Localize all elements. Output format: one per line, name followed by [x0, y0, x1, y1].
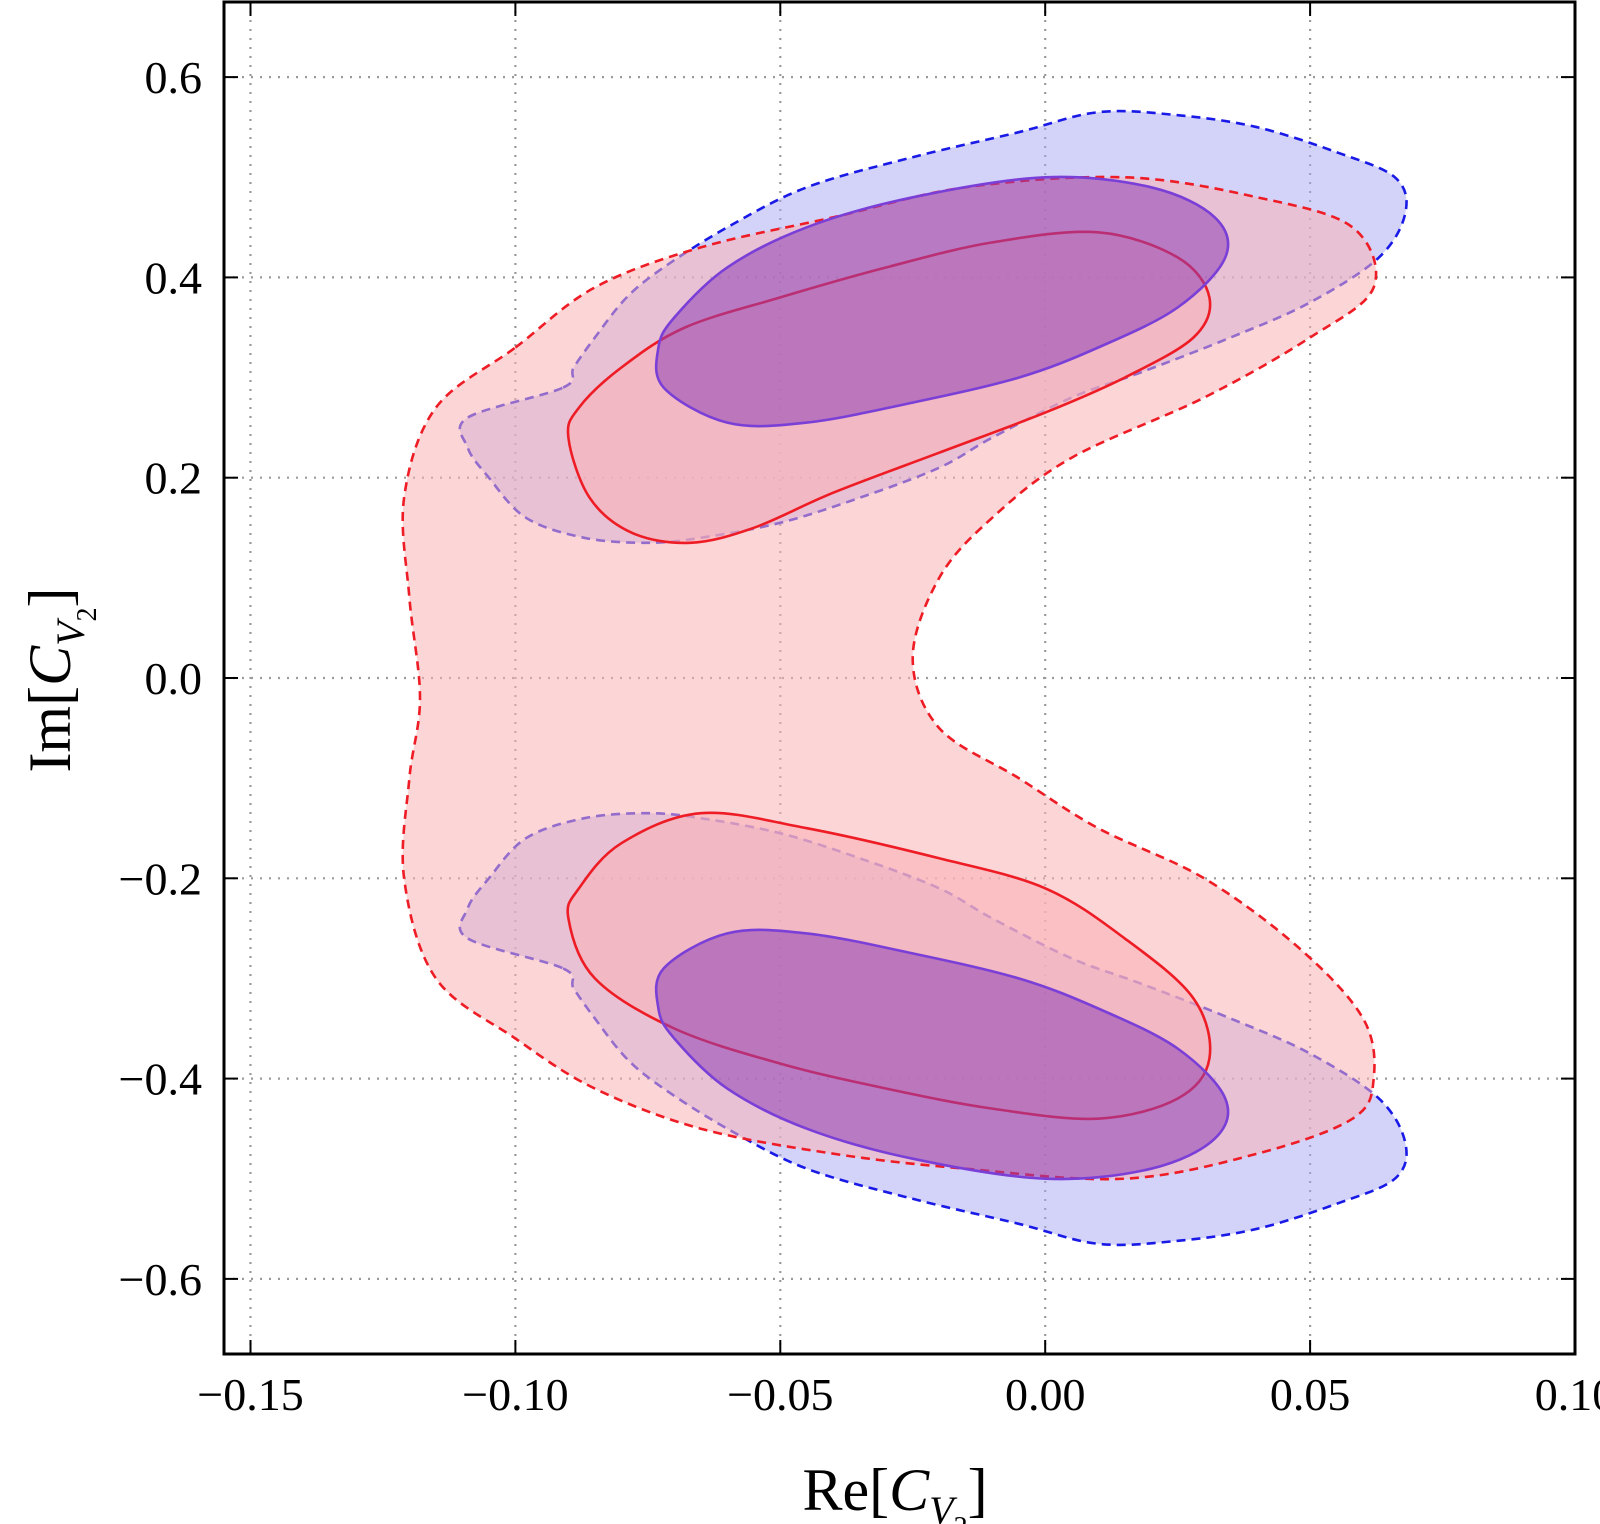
x-tick-label: 0.05	[1270, 1369, 1351, 1420]
y-tick-labels: 0.6 0.4 0.2 0.0 −0.2 −0.4 −0.6	[119, 52, 202, 1305]
region-purple-68-upper	[654, 175, 1230, 428]
axis-ticks	[224, 2, 1576, 1354]
y-tick-label: −0.6	[119, 1254, 202, 1305]
x-tick-labels: −0.15 −0.10 −0.05 0.00 0.05 0.10	[197, 1369, 1600, 1420]
y-tick-label: −0.4	[119, 1054, 202, 1105]
y-tick-label: 0.4	[145, 252, 203, 303]
contour-regions	[401, 109, 1408, 1247]
region-purple-68-lower	[654, 928, 1230, 1181]
y-tick-label: 0.2	[145, 453, 203, 504]
y-tick-label: 0.6	[145, 52, 203, 103]
x-tick-label: −0.05	[727, 1369, 833, 1420]
x-axis-label: Re[CV2]	[802, 1457, 987, 1524]
x-tick-label: 0.10	[1535, 1369, 1600, 1420]
y-axis-label: Im[CV2]	[17, 587, 103, 772]
x-tick-label: −0.15	[197, 1369, 303, 1420]
y-tick-label: 0.0	[145, 653, 203, 704]
x-tick-label: −0.10	[462, 1369, 568, 1420]
y-tick-label: −0.2	[119, 853, 202, 904]
x-tick-label: 0.00	[1005, 1369, 1086, 1420]
